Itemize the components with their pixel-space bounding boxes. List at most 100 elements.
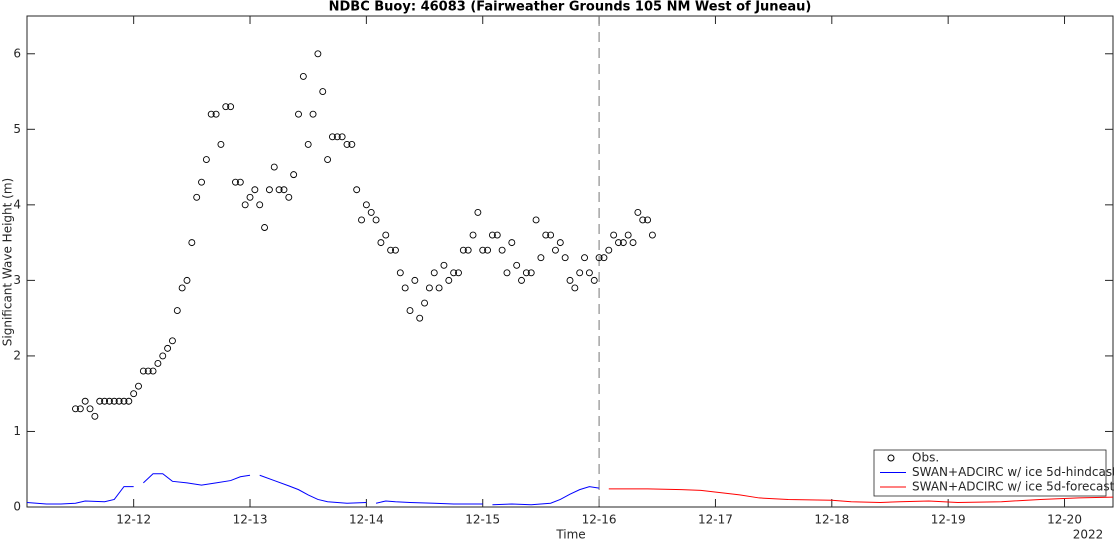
obs-marker <box>401 284 409 292</box>
obs-marker <box>304 140 312 148</box>
obs-marker <box>513 261 521 269</box>
obs-marker <box>207 110 215 118</box>
obs-marker <box>522 269 530 277</box>
obs-marker <box>270 163 278 171</box>
obs-marker <box>222 103 230 111</box>
obs-marker <box>154 360 162 367</box>
obs-marker <box>81 397 89 405</box>
legend-marker <box>887 454 895 462</box>
obs-marker <box>285 193 293 201</box>
obs-marker <box>425 284 433 292</box>
obs-marker <box>615 239 622 247</box>
x-tick-label: 12-13 <box>233 513 268 527</box>
obs-marker <box>198 178 205 186</box>
obs-marker <box>261 224 269 231</box>
obs-marker <box>232 178 239 186</box>
obs-marker <box>508 239 516 247</box>
obs-marker <box>251 186 259 194</box>
obs-marker <box>556 239 564 247</box>
chart-title: NDBC Buoy: 46083 (Fairweather Grounds 10… <box>329 0 812 15</box>
obs-marker <box>387 246 395 254</box>
obs-marker <box>343 140 351 148</box>
obs-marker <box>246 193 254 201</box>
obs-marker <box>585 269 593 277</box>
obs-marker <box>619 239 627 247</box>
y-tick-label: 4 <box>13 197 21 211</box>
obs-marker <box>168 337 176 345</box>
obs-marker <box>455 269 462 277</box>
obs-marker <box>130 390 138 398</box>
obs-marker <box>314 50 322 58</box>
y-tick-label: 6 <box>13 46 21 60</box>
obs-marker <box>101 397 109 405</box>
obs-marker <box>372 216 380 224</box>
obs-marker <box>411 276 419 284</box>
obs-marker <box>227 103 235 111</box>
obs-marker <box>96 397 104 405</box>
obs-marker <box>328 133 336 141</box>
x-tick-label: 12-17 <box>698 513 733 527</box>
y-tick-label: 0 <box>13 500 21 514</box>
obs-marker <box>392 246 399 254</box>
obs-marker <box>125 397 133 405</box>
obs-marker <box>139 367 147 375</box>
x-tick-label: 12-20 <box>1047 513 1082 527</box>
obs-marker <box>416 314 424 322</box>
obs-marker <box>115 397 123 405</box>
obs-marker <box>358 216 365 224</box>
obs-marker <box>430 269 438 277</box>
obs-marker <box>367 208 375 216</box>
obs-marker <box>435 284 443 292</box>
obs-marker <box>648 231 656 239</box>
obs-marker <box>86 405 94 413</box>
obs-marker <box>256 201 264 209</box>
obs-marker <box>348 140 356 148</box>
plot-area <box>26 15 1114 508</box>
obs-marker <box>537 254 545 262</box>
legend-box <box>873 449 1107 497</box>
obs-marker <box>488 231 496 239</box>
obs-marker <box>590 276 598 284</box>
obs-marker <box>241 201 249 209</box>
obs-marker <box>503 269 511 277</box>
obs-marker <box>362 201 370 209</box>
obs-marker <box>576 269 584 277</box>
obs-marker <box>440 261 448 269</box>
y-tick-label: 3 <box>13 273 21 287</box>
obs-marker <box>319 88 327 95</box>
obs-marker <box>600 254 608 262</box>
y-tick-label: 1 <box>13 424 21 438</box>
obs-marker <box>164 344 172 352</box>
obs-marker <box>76 405 84 413</box>
obs-marker <box>105 397 113 405</box>
x-tick-label: 12-18 <box>814 513 849 527</box>
y-axis-label: Significant Wave Height (m) <box>1 178 15 346</box>
legend-label: SWAN+ADCIRC w/ ice 5d-hindcast <box>912 465 1114 479</box>
obs-marker <box>459 246 467 254</box>
obs-marker <box>183 276 191 284</box>
series-line <box>608 488 1114 503</box>
x-tick-label: 12-16 <box>582 513 617 527</box>
obs-marker <box>610 231 618 239</box>
obs-marker <box>571 284 579 292</box>
obs-marker <box>338 133 346 141</box>
obs-marker <box>479 246 487 254</box>
legend-label: SWAN+ADCIRC w/ ice 5d-forecast <box>912 480 1114 494</box>
obs-marker <box>498 246 506 254</box>
obs-marker <box>493 231 501 239</box>
obs-marker <box>159 352 167 360</box>
obs-marker <box>532 216 540 224</box>
x-tick-label: 12-19 <box>931 513 966 527</box>
obs-marker <box>265 186 273 194</box>
obs-marker <box>566 276 574 284</box>
x-tick-label: 12-15 <box>465 513 500 527</box>
obs-marker <box>309 110 317 118</box>
obs-marker <box>396 269 404 277</box>
obs-marker <box>474 208 482 216</box>
obs-marker <box>421 299 429 307</box>
obs-marker <box>144 367 152 375</box>
obs-marker <box>110 397 118 405</box>
obs-marker <box>353 186 361 194</box>
